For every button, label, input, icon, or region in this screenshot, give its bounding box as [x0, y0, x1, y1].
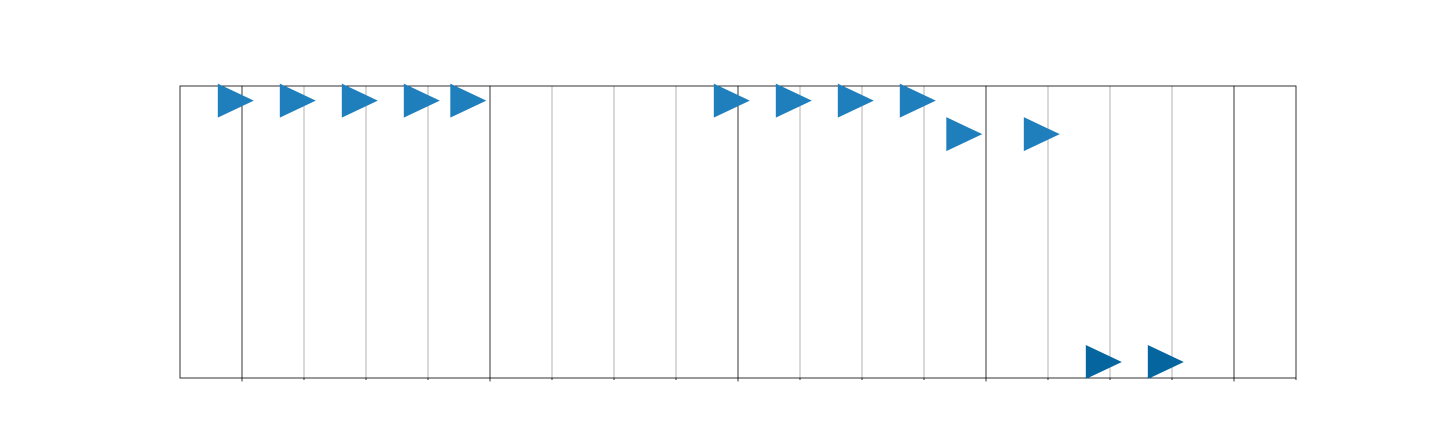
triangle-marker [946, 117, 983, 152]
triangle-marker [899, 83, 936, 118]
triangle-marker [403, 83, 440, 118]
triangle-marker [1023, 117, 1060, 152]
plot-area [179, 83, 1297, 382]
triangle-marker [217, 83, 254, 118]
triangle-marker [279, 83, 316, 118]
triangle-marker [1147, 344, 1184, 379]
axes-frame [179, 85, 1297, 379]
triangle-marker [450, 83, 487, 118]
triangle-marker [837, 83, 874, 118]
triangle-marker [1085, 344, 1122, 379]
triangle-marker [713, 83, 750, 118]
triangle-marker [775, 83, 812, 118]
data-markers [217, 83, 1184, 379]
grid-lines [241, 86, 1235, 378]
triangle-marker [341, 83, 378, 118]
